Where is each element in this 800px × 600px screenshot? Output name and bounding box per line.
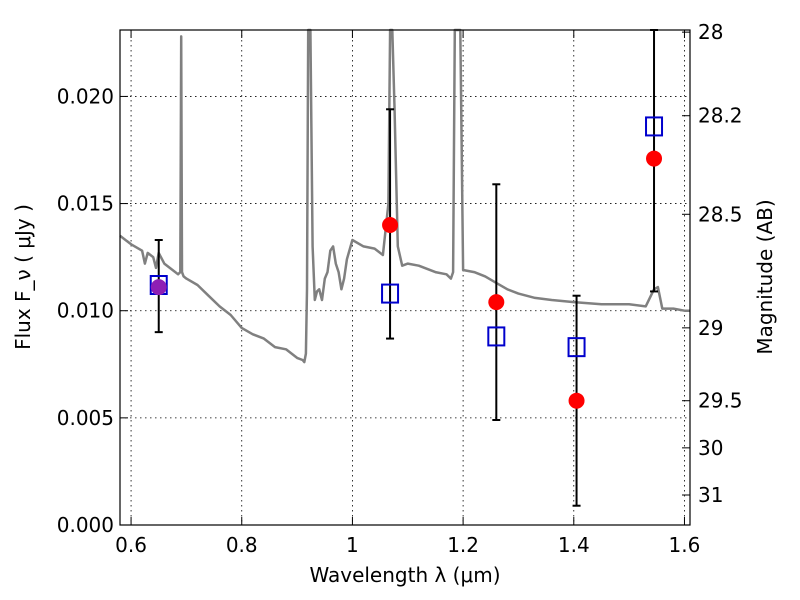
plot-frame	[119, 29, 691, 526]
y-tick-label: 0.005	[57, 406, 114, 430]
magnitude-axis-label: Magnitude (AB)	[753, 199, 777, 354]
model-photometry-markers	[149, 116, 664, 358]
y-tick-label: 0.020	[57, 84, 114, 108]
spectrum-line	[119, 28, 690, 364]
x-tick-label: 0.8	[226, 533, 258, 557]
magnitude-tick-label: 30	[698, 436, 723, 460]
plot-border	[119, 29, 691, 526]
observed-flux-point	[568, 392, 585, 409]
observed-flux-markers	[150, 150, 663, 409]
model-photometry-box	[567, 337, 586, 358]
magnitude-tick-label: 29.5	[698, 389, 743, 413]
magnitude-tick-label: 31	[698, 483, 723, 507]
observed-flux-point	[646, 150, 663, 167]
grid-lines	[120, 30, 690, 526]
model-spectrum	[119, 28, 690, 364]
error-bars	[154, 29, 659, 507]
x-tick-label: 1	[346, 533, 359, 557]
observed-flux-point	[150, 279, 167, 296]
x-axis-label: Wavelength λ (μm)	[309, 563, 500, 587]
y-tick-label: 0.000	[57, 513, 114, 537]
x-tick-label: 1.4	[558, 533, 590, 557]
magnitude-axis-ticks: 28 28.2 28.5 29 29.5 30 31	[682, 20, 743, 507]
magnitude-tick-label: 28.5	[698, 202, 743, 226]
y-axis-ticks: 0.000 0.005 0.010 0.015 0.020	[57, 84, 128, 537]
y-tick-label: 0.015	[57, 192, 114, 216]
model-photometry-box	[645, 116, 664, 137]
x-axis-ticks: 0.6 0.8 1 1.2 1.4 1.6	[115, 30, 700, 557]
magnitude-tick-label: 28.2	[698, 104, 743, 128]
x-tick-label: 1.6	[669, 533, 701, 557]
y-tick-label: 0.010	[57, 299, 114, 323]
y-axis-label: Flux F_ν ( μJy )	[11, 204, 35, 350]
magnitude-tick-label: 29	[698, 316, 723, 340]
observed-flux-point	[382, 217, 399, 233]
observed-flux-point	[488, 294, 505, 311]
x-tick-label: 1.2	[447, 533, 479, 557]
model-photometry-box	[487, 326, 506, 347]
model-photometry-box	[381, 283, 400, 304]
x-tick-label: 0.6	[115, 533, 147, 557]
magnitude-tick-label: 28	[698, 20, 723, 44]
